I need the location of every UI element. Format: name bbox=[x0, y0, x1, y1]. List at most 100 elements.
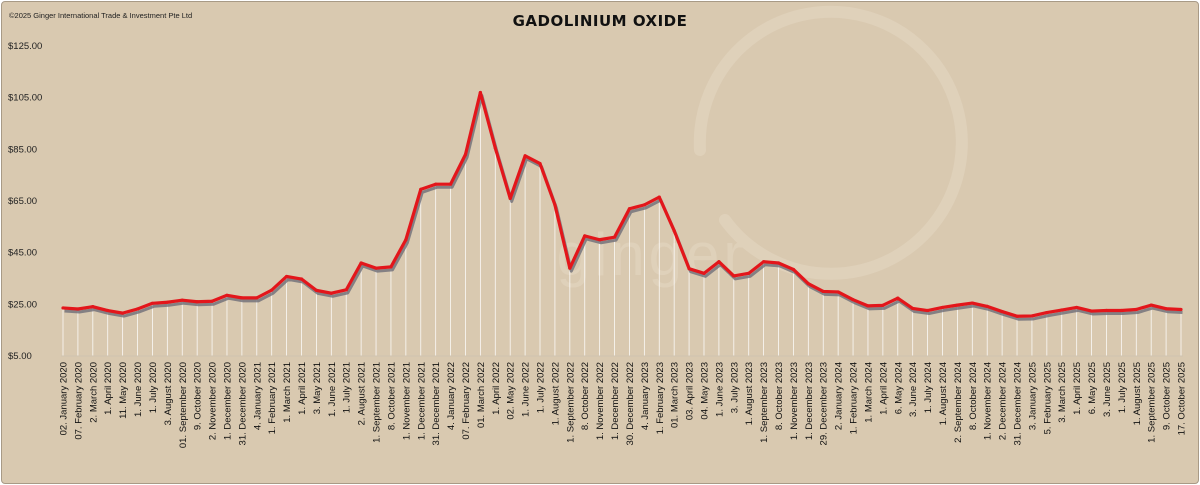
data-point bbox=[538, 161, 542, 166]
y-tick-label: $65.00 bbox=[8, 196, 37, 207]
data-point bbox=[1134, 307, 1138, 312]
data-point bbox=[434, 182, 438, 186]
data-point bbox=[866, 304, 870, 308]
data-point bbox=[925, 308, 930, 313]
data-point bbox=[881, 303, 885, 307]
y-tick-label: $5.00 bbox=[8, 351, 32, 362]
data-point bbox=[210, 299, 214, 303]
data-point bbox=[762, 260, 766, 264]
x-tick-label: 3. August 2020 bbox=[163, 362, 174, 425]
data-point bbox=[225, 293, 229, 297]
x-tick-label: 3. June 2025 bbox=[1102, 362, 1113, 417]
y-tick-label: $85.00 bbox=[8, 144, 37, 155]
x-tick-label: 1. June 2022 bbox=[521, 362, 532, 417]
x-tick-label: 1. March 2024 bbox=[863, 362, 874, 423]
x-tick-label: 07. February 2022 bbox=[461, 362, 472, 440]
x-tick-label: 1. December 2021 bbox=[416, 362, 427, 440]
x-tick-label: 5. February 2025 bbox=[1042, 362, 1053, 434]
data-point bbox=[404, 238, 408, 242]
y-tick-label: $105.00 bbox=[8, 93, 42, 104]
data-point bbox=[747, 271, 751, 275]
data-point bbox=[389, 265, 393, 269]
data-point bbox=[255, 296, 259, 300]
data-point bbox=[1045, 311, 1049, 315]
data-point bbox=[1000, 309, 1004, 314]
x-tick-label: 1. July 2022 bbox=[536, 362, 547, 413]
y-tick-label: $45.00 bbox=[8, 248, 37, 259]
data-point bbox=[523, 154, 527, 158]
x-tick-label: 6. May 2024 bbox=[893, 362, 904, 414]
data-point bbox=[1119, 308, 1123, 313]
x-tick-label: 1. September 2025 bbox=[1147, 362, 1158, 443]
x-tick-label: 6. May 2025 bbox=[1087, 362, 1098, 414]
data-point bbox=[493, 146, 497, 150]
x-tick-label: 3. May 2021 bbox=[312, 362, 323, 414]
data-point bbox=[598, 238, 602, 242]
x-tick-label: 31. December 2021 bbox=[431, 362, 442, 445]
x-tick-label: 3. March 2025 bbox=[1057, 362, 1068, 423]
data-point bbox=[91, 305, 95, 309]
x-tick-label: 29. December 2023 bbox=[819, 362, 830, 445]
x-tick-label: 1. July 2025 bbox=[1117, 362, 1128, 413]
data-point bbox=[568, 266, 572, 270]
x-tick-label: 1. August 2025 bbox=[1132, 362, 1143, 425]
x-tick-label: 1. June 2023 bbox=[714, 362, 725, 417]
x-tick-label: 1. August 2024 bbox=[938, 362, 949, 425]
data-point bbox=[911, 306, 915, 311]
data-point bbox=[836, 290, 840, 294]
data-point bbox=[776, 261, 781, 265]
x-tick-label: 11. May 2020 bbox=[118, 362, 129, 419]
data-point bbox=[851, 298, 855, 302]
x-tick-label: 1. August 2023 bbox=[744, 362, 755, 425]
data-point bbox=[627, 207, 632, 211]
x-tick-label: 8. October 2023 bbox=[774, 362, 785, 430]
x-tick-label: 1. July 2024 bbox=[923, 362, 934, 413]
data-point bbox=[717, 260, 721, 264]
x-tick-label: 31. December 2020 bbox=[237, 362, 248, 445]
x-tick-label: 01. March 2023 bbox=[670, 362, 681, 428]
x-tick-label: 3. July 2023 bbox=[729, 362, 740, 413]
drop-lines bbox=[62, 92, 1182, 356]
x-tick-label: 1. December 2023 bbox=[804, 362, 815, 440]
chart-title: GADOLINIUM OXIDE bbox=[512, 12, 688, 30]
x-tick-label: 1. September 2021 bbox=[372, 362, 383, 443]
data-point bbox=[135, 307, 140, 311]
data-point bbox=[1030, 314, 1034, 318]
x-tick-label: 4. January 2022 bbox=[446, 362, 457, 430]
x-tick-label: 1. June 2020 bbox=[133, 362, 144, 417]
data-point bbox=[344, 288, 348, 292]
data-point bbox=[940, 305, 945, 310]
x-tick-label: 01. September 2020 bbox=[178, 362, 189, 448]
y-tick-label: $125.00 bbox=[8, 41, 42, 52]
data-point bbox=[657, 195, 661, 199]
x-tick-label: 1. November 2023 bbox=[789, 362, 800, 440]
series-line bbox=[62, 90, 1182, 318]
data-point bbox=[180, 298, 184, 302]
data-point bbox=[583, 234, 587, 238]
x-tick-label: 9. October 2020 bbox=[193, 362, 204, 430]
x-tick-label: 1. December 2022 bbox=[610, 362, 621, 440]
data-point bbox=[612, 235, 617, 239]
data-point bbox=[642, 203, 646, 207]
data-point bbox=[687, 267, 691, 271]
copyright-notice: ©2025 Ginger International Trade & Inves… bbox=[9, 11, 193, 20]
data-point bbox=[1164, 307, 1168, 311]
x-tick-label: 4. January 2021 bbox=[252, 362, 263, 430]
data-point bbox=[955, 303, 960, 307]
data-point bbox=[329, 291, 333, 295]
data-point bbox=[553, 203, 557, 207]
y-tick-label: $25.00 bbox=[8, 299, 37, 310]
data-point bbox=[359, 261, 363, 265]
data-point bbox=[463, 152, 468, 157]
x-tick-label: 1. June 2021 bbox=[327, 362, 338, 417]
data-point bbox=[165, 300, 169, 304]
x-tick-label: 1. February 2021 bbox=[267, 362, 278, 434]
x-tick-label: 1. April 2021 bbox=[297, 362, 308, 415]
x-tick-label: 9. October 2025 bbox=[1162, 362, 1173, 430]
data-point bbox=[76, 307, 80, 311]
data-point bbox=[270, 288, 274, 292]
data-point bbox=[314, 288, 319, 292]
x-tick-label: 8. October 2021 bbox=[386, 362, 397, 430]
svg-text:ginger: ginger bbox=[557, 221, 748, 288]
